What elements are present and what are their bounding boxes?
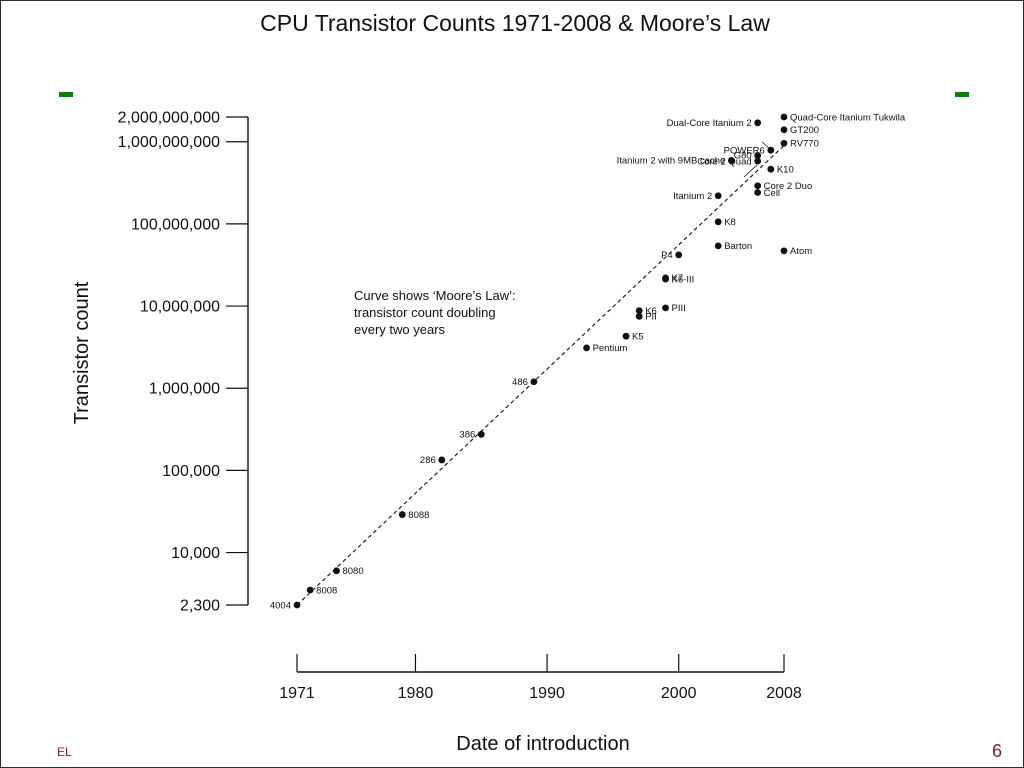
point-quad-core-itanium-tukwila (780, 113, 788, 121)
point-label-k5: K5 (632, 331, 644, 342)
y-axis-label: Transistor count (71, 281, 93, 424)
point-k5 (622, 332, 630, 340)
point-label-core-2-duo: Core 2 Duo (764, 181, 813, 192)
point-label-k6: K6 (645, 306, 657, 317)
point-label-itanium-2-with-9mb-cache: Itanium 2 with 9MB cache (617, 156, 726, 167)
point-286 (438, 456, 446, 464)
point-atom (780, 247, 788, 255)
point-label-486: 486 (512, 377, 528, 388)
green-marker-left (59, 92, 73, 97)
point-itanium-2 (714, 192, 722, 200)
point-label-k8: K8 (724, 217, 736, 228)
y-tick-label-5: 100,000,000 (131, 216, 220, 233)
point-label-core-2-quad: Core 2 Quad (697, 156, 751, 167)
point-label-pii: PII (645, 312, 657, 323)
point-k6-iii (662, 275, 669, 283)
point-core-2-duo (754, 182, 762, 190)
y-tick-label-1: 10,000 (171, 545, 220, 562)
y-tick-label-4: 10,000,000 (140, 299, 220, 316)
point-label-286: 286 (420, 455, 436, 466)
point-386 (477, 430, 485, 438)
point-label-p4: P4 (661, 250, 673, 261)
x-tick-label-1: 1980 (398, 685, 434, 702)
point-label-gt200: GT200 (790, 125, 819, 136)
point-label-8088: 8088 (408, 510, 429, 521)
point-label-k7: K7 (672, 273, 684, 284)
point-k8 (714, 218, 722, 226)
point-label-itanium-2: Itanium 2 (673, 191, 712, 202)
annotation-line-3: every two years (354, 322, 446, 337)
annotation-line-1: Curve shows ‘Moore’s Law’: (354, 288, 516, 303)
point-k10 (767, 165, 775, 173)
y-tick-label-7: 2,000,000,000 (118, 110, 220, 127)
point-itanium-2-with-9mb-cache (727, 157, 735, 164)
x-tick-label-0: 1971 (279, 685, 315, 702)
point-label-quad-core-itanium-tukwila: Quad-Core Itanium Tukwila (790, 112, 906, 123)
y-tick-label-6: 1,000,000,000 (118, 134, 220, 151)
point-label-4004: 4004 (270, 600, 291, 611)
y-tick-label-2: 100,000 (162, 463, 220, 480)
point-dual-core-itanium-2 (754, 119, 762, 127)
y-tick-group: 2,300 10,000 100,000 1,000,000 10,000,000 100… (118, 110, 248, 615)
point-label-cell: Cell (764, 188, 780, 199)
point-label-386: 386 (459, 430, 475, 441)
point-p4 (675, 251, 683, 259)
point-label-power6: POWER6 (724, 145, 765, 156)
x-axis-label: Date of introduction (456, 733, 629, 755)
point-8008 (306, 586, 314, 594)
x-tick-label-2: 1990 (529, 685, 565, 702)
x-tick-group: 1971 1980 1990 2000 2008 (279, 654, 802, 702)
point-pii (635, 312, 643, 320)
point-piii (662, 304, 669, 312)
x-tick-label-3: 2000 (661, 685, 697, 702)
point-label-pentium: Pentium (593, 343, 628, 354)
footer-course-label: EL (57, 745, 72, 759)
point-label-8008: 8008 (316, 585, 337, 596)
y-tick-label-0: 2,300 (180, 598, 220, 615)
annotation-line-2: transistor count doubling (354, 305, 496, 320)
point-8088 (398, 511, 406, 518)
point-label-piii: PIII (672, 303, 686, 314)
point-pentium (583, 344, 590, 352)
point-label-dual-core-itanium-2: Dual-Core Itanium 2 (667, 118, 752, 129)
chart-title: CPU Transistor Counts 1971-2008 & Moore’… (260, 10, 770, 36)
point-label-atom: Atom (790, 246, 812, 257)
callout-lines (743, 141, 771, 178)
point-label-k10: K10 (777, 165, 794, 176)
moores-law-trend-line (296, 145, 785, 606)
footer-page-number: 6 (991, 741, 1002, 761)
point-label-k6-iii: K6-III (672, 274, 695, 285)
point-4004 (293, 601, 301, 609)
point-8080 (333, 567, 340, 575)
green-marker-right (955, 92, 969, 97)
point-barton (714, 242, 722, 250)
point-label-8080: 8080 (342, 566, 363, 577)
point-label-g80: G80 (734, 151, 752, 162)
callout-power6 (761, 141, 771, 150)
point-core-2-quad (754, 157, 762, 165)
y-tick-label-3: 1,000,000 (149, 381, 220, 398)
point-cell (754, 189, 762, 196)
x-tick-label-4: 2008 (766, 685, 802, 702)
point-k6 (635, 307, 643, 315)
callout-core2quad (743, 164, 758, 178)
point-486 (530, 378, 538, 386)
point-g80 (754, 152, 762, 159)
point-label-barton: Barton (724, 241, 752, 252)
point-rv770 (780, 139, 788, 147)
point-gt200 (780, 126, 788, 134)
point-label-rv770: RV770 (790, 139, 819, 150)
